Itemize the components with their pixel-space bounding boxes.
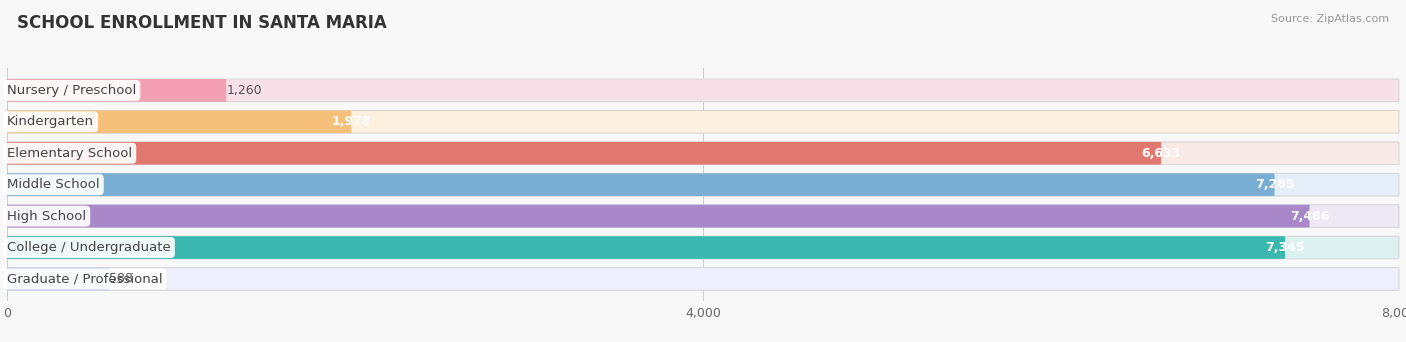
Text: Source: ZipAtlas.com: Source: ZipAtlas.com (1271, 14, 1389, 24)
Text: SCHOOL ENROLLMENT IN SANTA MARIA: SCHOOL ENROLLMENT IN SANTA MARIA (17, 14, 387, 32)
Text: Nursery / Preschool: Nursery / Preschool (7, 84, 136, 97)
FancyBboxPatch shape (7, 110, 1399, 133)
FancyBboxPatch shape (7, 236, 1399, 259)
FancyBboxPatch shape (7, 79, 1399, 102)
Text: Elementary School: Elementary School (7, 147, 132, 160)
Text: 7,345: 7,345 (1265, 241, 1305, 254)
Text: Middle School: Middle School (7, 178, 100, 191)
Text: 7,486: 7,486 (1289, 210, 1329, 223)
FancyBboxPatch shape (7, 142, 1161, 165)
FancyBboxPatch shape (7, 173, 1275, 196)
Text: 1,978: 1,978 (332, 115, 371, 128)
Text: College / Undergraduate: College / Undergraduate (7, 241, 172, 254)
FancyBboxPatch shape (7, 205, 1309, 227)
FancyBboxPatch shape (7, 268, 110, 290)
Text: Graduate / Professional: Graduate / Professional (7, 273, 163, 286)
Text: High School: High School (7, 210, 86, 223)
FancyBboxPatch shape (7, 205, 1399, 227)
FancyBboxPatch shape (7, 236, 1285, 259)
FancyBboxPatch shape (7, 110, 351, 133)
FancyBboxPatch shape (7, 268, 1399, 290)
FancyBboxPatch shape (7, 173, 1399, 196)
FancyBboxPatch shape (7, 142, 1399, 165)
Text: 7,285: 7,285 (1254, 178, 1295, 191)
Text: 588: 588 (110, 273, 134, 286)
Text: 6,633: 6,633 (1142, 147, 1181, 160)
FancyBboxPatch shape (7, 79, 226, 102)
Text: 1,260: 1,260 (226, 84, 262, 97)
Text: Kindergarten: Kindergarten (7, 115, 94, 128)
